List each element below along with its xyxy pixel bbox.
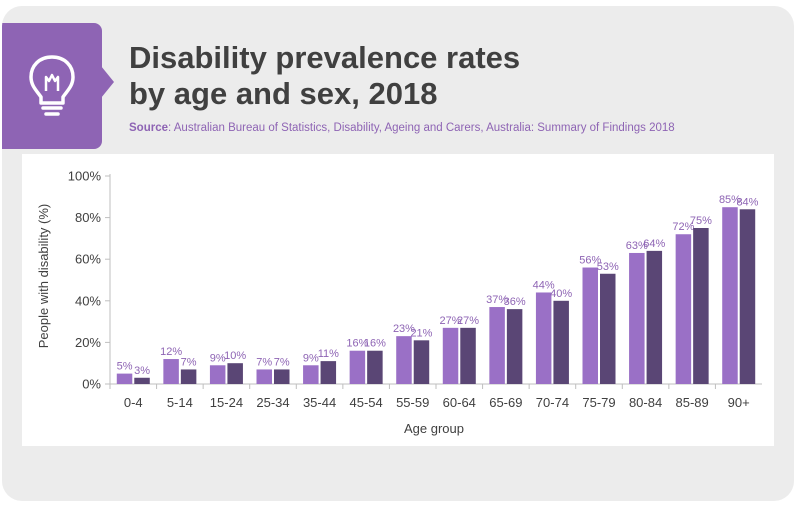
data-label: 56% xyxy=(579,255,601,267)
data-label: 12% xyxy=(160,346,182,358)
bar-series-1 xyxy=(349,350,366,384)
x-tick-label: 35-44 xyxy=(303,395,336,410)
data-label: 84% xyxy=(736,196,758,208)
bar-series-2 xyxy=(134,377,150,384)
data-label: 9% xyxy=(210,352,226,364)
chart-marks: 0%20%40%60%80%100%5% 3%0-412%7%5-149%10%1… xyxy=(68,169,762,410)
x-tick-label: 60-64 xyxy=(443,395,476,410)
data-label: 7% xyxy=(256,356,272,368)
data-label: 64% xyxy=(643,238,665,250)
data-label: 72% xyxy=(672,221,694,233)
data-label: 11% xyxy=(318,348,339,360)
x-tick-label: 80-84 xyxy=(629,395,662,410)
data-label: 23% xyxy=(393,323,415,335)
data-label: 85% xyxy=(719,194,741,206)
x-tick-label: 0-4 xyxy=(124,395,143,410)
title-line-2: by age and sex, 2018 xyxy=(129,76,438,111)
bar-series-1 xyxy=(629,252,645,384)
lightbulb-icon xyxy=(29,55,75,116)
bar-series-1 xyxy=(116,373,133,384)
icon-tab-pointer xyxy=(101,66,114,98)
data-label: 21% xyxy=(410,327,432,339)
bar-series-1 xyxy=(163,359,179,384)
x-tick-label: 85-89 xyxy=(676,395,709,410)
data-label: 5% xyxy=(117,361,133,373)
bar-series-2 xyxy=(367,350,383,384)
bar-series-1 xyxy=(582,267,598,384)
bar-series-1 xyxy=(396,336,412,384)
bar-series-1 xyxy=(722,207,738,384)
x-tick-label: 25-34 xyxy=(256,395,289,410)
source-label: Source xyxy=(129,122,168,134)
bar-chart: People with disability (%) Age group 0% 2… xyxy=(36,169,762,436)
data-label: 63% xyxy=(626,240,648,252)
y-tick-label: 0% xyxy=(82,377,101,392)
bar-series-2 xyxy=(320,361,337,384)
x-tick-label: 75-79 xyxy=(582,395,615,410)
y-tick-label: 40% xyxy=(75,293,101,308)
bar-series-1 xyxy=(535,292,552,384)
data-label: 53% xyxy=(597,261,619,273)
bar-series-2 xyxy=(460,327,476,384)
page-title: Disability prevalence rates by age and s… xyxy=(129,40,729,112)
bar-series-1 xyxy=(303,365,319,384)
title-line-1: Disability prevalence rates xyxy=(129,40,521,75)
x-tick-label: 55-59 xyxy=(396,395,429,410)
bar-series-1 xyxy=(256,369,272,384)
data-label: 27% xyxy=(440,315,462,327)
x-tick-label: 70-74 xyxy=(536,395,569,410)
x-tick-label: 45-54 xyxy=(350,395,383,410)
y-tick-label: 80% xyxy=(75,210,101,225)
data-label: 75% xyxy=(690,215,712,227)
x-axis-label: Age group xyxy=(404,421,464,436)
y-tick-label: 100% xyxy=(68,169,102,184)
bar-series-2 xyxy=(553,300,569,384)
data-label: 16% xyxy=(364,338,386,350)
data-label: 27% xyxy=(457,315,479,327)
y-axis-label: People with disability (%) xyxy=(36,204,51,349)
bar-series-2 xyxy=(413,340,430,384)
chart-card: Disability prevalence rates by age and s… xyxy=(2,6,794,501)
data-label: 37% xyxy=(486,294,508,306)
data-label: 7% xyxy=(274,356,290,368)
bar-series-2 xyxy=(739,209,756,384)
data-label: 9% xyxy=(303,352,319,364)
x-tick-label: 5-14 xyxy=(167,395,193,410)
x-tick-label: 90+ xyxy=(728,395,750,410)
data-label: 44% xyxy=(533,279,555,291)
bar-series-2 xyxy=(646,250,663,384)
bar-series-2 xyxy=(693,228,709,384)
data-label: 36% xyxy=(504,296,526,308)
data-label: 40% xyxy=(550,288,572,300)
icon-tab xyxy=(2,23,102,149)
source-note: Source: Australian Bureau of Statistics,… xyxy=(129,122,675,134)
bar-series-1 xyxy=(489,307,505,384)
bar-series-1 xyxy=(442,327,459,384)
bar-series-1 xyxy=(675,234,692,384)
data-label: 10% xyxy=(224,350,246,362)
bar-series-2 xyxy=(227,363,243,384)
bar-series-2 xyxy=(600,273,616,384)
data-label: 16% xyxy=(346,338,368,350)
x-tick-label: 65-69 xyxy=(489,395,522,410)
y-tick-label: 20% xyxy=(75,335,101,350)
x-tick-label: 15-24 xyxy=(210,395,243,410)
data-label: 7% xyxy=(181,356,197,368)
bar-series-2 xyxy=(506,309,523,384)
bar-series-2 xyxy=(180,369,197,384)
y-tick-label: 60% xyxy=(75,252,101,267)
bar-series-1 xyxy=(209,365,226,384)
source-text: : Australian Bureau of Statistics, Disab… xyxy=(168,122,675,134)
data-label: 3% xyxy=(134,365,150,377)
chart-panel: People with disability (%) Age group 0% 2… xyxy=(22,154,774,446)
bar-series-2 xyxy=(274,369,290,384)
